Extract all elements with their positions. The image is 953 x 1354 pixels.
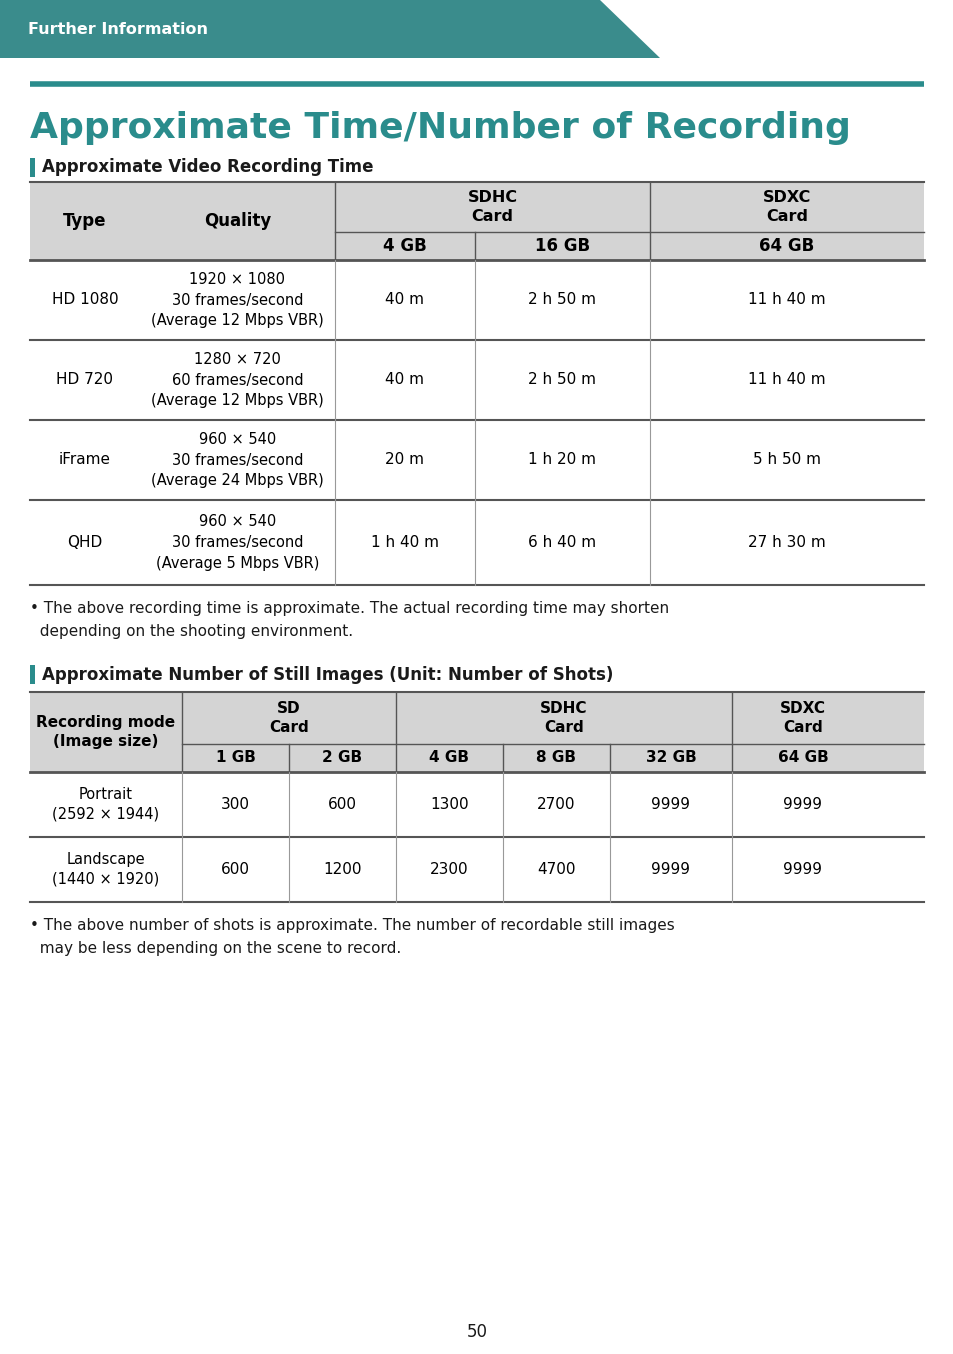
- Text: 600: 600: [328, 798, 356, 812]
- Text: 300: 300: [221, 798, 250, 812]
- Text: • The above number of shots is approximate. The number of recordable still image: • The above number of shots is approxima…: [30, 918, 674, 956]
- Text: • The above recording time is approximate. The actual recording time may shorten: • The above recording time is approximat…: [30, 601, 668, 639]
- Text: Approximate Time/Number of Recording: Approximate Time/Number of Recording: [30, 111, 850, 145]
- Text: Recording mode
(Image size): Recording mode (Image size): [36, 715, 175, 749]
- Text: 9999: 9999: [651, 862, 690, 877]
- Text: 2 h 50 m: 2 h 50 m: [528, 292, 596, 307]
- Text: 960 × 540
30 frames/second
(Average 24 Mbps VBR): 960 × 540 30 frames/second (Average 24 M…: [151, 432, 323, 489]
- Text: QHD: QHD: [68, 535, 103, 550]
- Text: 4 GB: 4 GB: [383, 237, 426, 255]
- Text: 4 GB: 4 GB: [429, 750, 469, 765]
- Text: 1 h 40 m: 1 h 40 m: [371, 535, 438, 550]
- Text: 64 GB: 64 GB: [777, 750, 827, 765]
- Text: SDHC
Card: SDHC Card: [539, 701, 587, 735]
- Text: 1920 × 1080
30 frames/second
(Average 12 Mbps VBR): 1920 × 1080 30 frames/second (Average 12…: [151, 272, 323, 329]
- Text: 2 h 50 m: 2 h 50 m: [528, 372, 596, 387]
- Text: 11 h 40 m: 11 h 40 m: [747, 292, 825, 307]
- Text: SDXC
Card: SDXC Card: [762, 190, 810, 223]
- Text: 9999: 9999: [782, 862, 821, 877]
- Text: Portrait
(2592 × 1944): Portrait (2592 × 1944): [52, 787, 159, 822]
- Text: 1 GB: 1 GB: [215, 750, 255, 765]
- Text: Landscape
(1440 × 1920): Landscape (1440 × 1920): [52, 852, 159, 887]
- Text: Approximate Number of Still Images (Unit: Number of Shots): Approximate Number of Still Images (Unit…: [42, 666, 613, 684]
- Text: 600: 600: [221, 862, 250, 877]
- Text: 32 GB: 32 GB: [645, 750, 696, 765]
- Text: 11 h 40 m: 11 h 40 m: [747, 372, 825, 387]
- Text: 50: 50: [466, 1323, 487, 1340]
- Text: 64 GB: 64 GB: [759, 237, 814, 255]
- Text: 1280 × 720
60 frames/second
(Average 12 Mbps VBR): 1280 × 720 60 frames/second (Average 12 …: [151, 352, 323, 409]
- Text: 2 GB: 2 GB: [322, 750, 362, 765]
- Text: HD 720: HD 720: [56, 372, 113, 387]
- Text: 2300: 2300: [430, 862, 468, 877]
- Text: SDXC
Card: SDXC Card: [780, 701, 825, 735]
- Text: 2700: 2700: [537, 798, 576, 812]
- Text: Approximate Video Recording Time: Approximate Video Recording Time: [42, 158, 374, 176]
- Text: 40 m: 40 m: [385, 372, 424, 387]
- Text: 4700: 4700: [537, 862, 576, 877]
- Text: 5 h 50 m: 5 h 50 m: [752, 452, 821, 467]
- Text: 20 m: 20 m: [385, 452, 424, 467]
- Text: SDHC
Card: SDHC Card: [467, 190, 517, 223]
- Text: 1200: 1200: [323, 862, 361, 877]
- Bar: [30, 181, 923, 260]
- Bar: [30, 665, 35, 684]
- Text: iFrame: iFrame: [59, 452, 111, 467]
- Text: 1300: 1300: [430, 798, 468, 812]
- Text: 9999: 9999: [651, 798, 690, 812]
- Text: 8 GB: 8 GB: [536, 750, 576, 765]
- Text: 1 h 20 m: 1 h 20 m: [528, 452, 596, 467]
- Text: Type: Type: [63, 213, 107, 230]
- Text: Quality: Quality: [204, 213, 271, 230]
- Text: 9999: 9999: [782, 798, 821, 812]
- Text: 40 m: 40 m: [385, 292, 424, 307]
- Text: 16 GB: 16 GB: [535, 237, 590, 255]
- Text: 27 h 30 m: 27 h 30 m: [747, 535, 825, 550]
- Bar: [30, 158, 35, 177]
- Text: HD 1080: HD 1080: [51, 292, 118, 307]
- Text: 960 × 540
30 frames/second
(Average 5 Mbps VBR): 960 × 540 30 frames/second (Average 5 Mb…: [155, 515, 319, 571]
- Text: 6 h 40 m: 6 h 40 m: [528, 535, 596, 550]
- Text: SD
Card: SD Card: [269, 701, 309, 735]
- Text: Further Information: Further Information: [28, 22, 208, 37]
- Polygon shape: [0, 0, 659, 58]
- Bar: [30, 692, 923, 772]
